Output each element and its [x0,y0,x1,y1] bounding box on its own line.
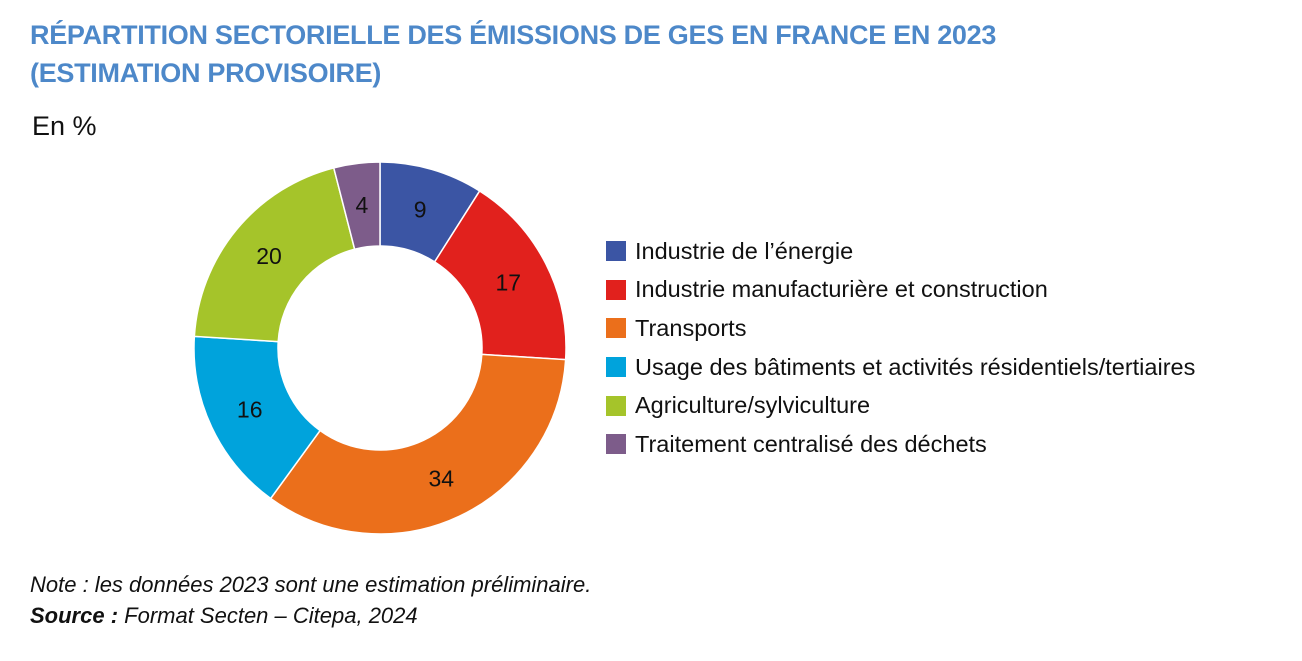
unit-label: En % [32,111,97,141]
legend-label-5: Traitement centralisé des déchets [635,430,987,457]
donut-slice-5 [332,161,381,251]
donut-slice-label-1: 17 [496,270,522,296]
legend-swatch-1 [606,279,626,300]
legend-item-3: Usage des bâtiments et activités résiden… [606,348,1195,387]
donut-slice-1 [433,189,567,361]
legend-swatch-5 [606,434,626,455]
legend-label-4: Agriculture/sylviculture [635,392,871,419]
donut-slice-label-0: 9 [414,197,427,223]
chart-title-line-1: RÉPARTITION SECTORIELLE DES ÉMISSIONS DE… [30,20,997,50]
legend-item-0: Industrie de l’énergie [606,232,1195,271]
legend-item-1: Industrie manufacturière et construction [606,271,1195,310]
donut-slice-label-5: 4 [356,192,369,218]
source-line: Source : Format Secten – Citepa, 2024 [30,600,591,631]
legend-swatch-2 [606,318,626,339]
source-text: Format Secten – Citepa, 2024 [118,603,418,628]
chart-legend: Industrie de l’énergie Industrie manufact… [606,232,1195,464]
legend-swatch-3 [606,357,626,378]
legend-item-2: Transports [606,309,1195,348]
donut-slice-label-4: 20 [256,243,282,269]
legend-swatch-0 [606,241,626,262]
chart-title-line-2: (ESTIMATION PROVISOIRE) [30,58,382,88]
legend-label-1: Industrie manufacturière et construction [635,276,1048,303]
legend-item-4: Agriculture/sylviculture [606,386,1195,425]
legend-label-0: Industrie de l’énergie [635,237,854,264]
legend-swatch-4 [606,395,626,416]
donut-slice-4 [193,166,356,343]
donut-slice-2 [269,353,567,535]
note-text: Note : les données 2023 sont une estimat… [30,572,592,597]
donut-slice-label-2: 34 [429,465,455,491]
legend-label-3: Usage des bâtiments et activités résiden… [635,353,1196,380]
footnote: Note : les données 2023 sont une estimat… [30,569,591,631]
legend-item-5: Traitement centralisé des déchets [606,425,1195,464]
donut-slice-label-3: 16 [237,396,263,422]
legend-label-2: Transports [635,314,747,341]
chart-title: RÉPARTITION SECTORIELLE DES ÉMISSIONS DE… [30,16,1270,92]
source-label: Source : [30,603,119,628]
